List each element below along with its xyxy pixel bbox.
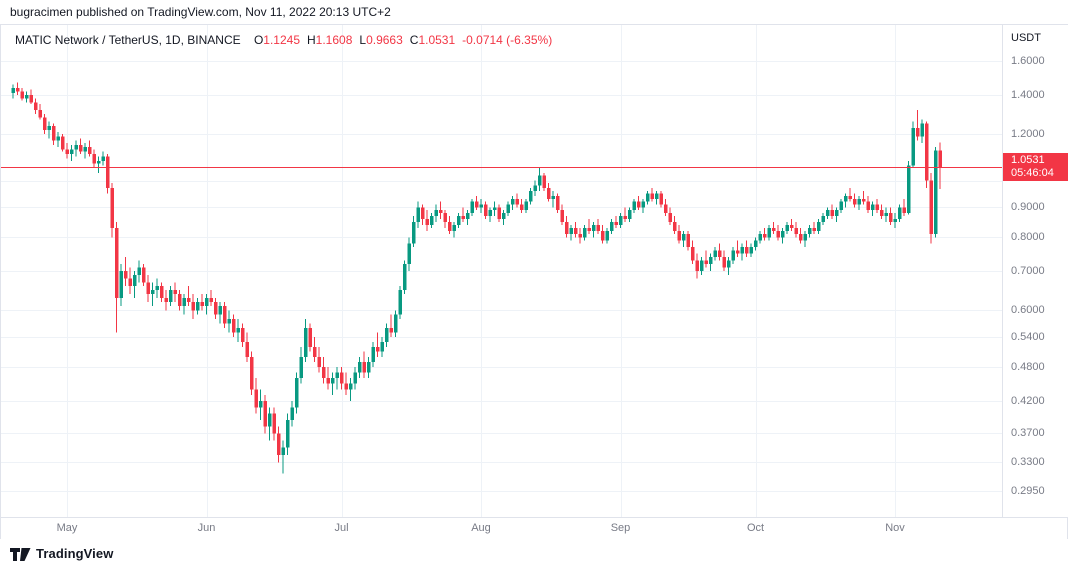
price-axis-label: 0.5400 <box>1011 331 1045 344</box>
ohlc-open-value: 1.1245 <box>263 33 300 47</box>
tradingview-logo-text: TradingView <box>36 546 114 561</box>
ohlc-low-key: L <box>359 33 367 47</box>
change-value: -0.0714 (-6.35%) <box>462 33 553 47</box>
axis-currency-label: USDT <box>1011 32 1041 44</box>
price-axis-label: 1.6000 <box>1011 54 1045 67</box>
chart-legend[interactable]: MATIC Network / TetherUS, 1D, BINANCE O1… <box>15 33 552 47</box>
price-axis-label: 0.3300 <box>1011 456 1045 469</box>
month-label: Jul <box>334 522 349 534</box>
month-label: Nov <box>885 522 905 534</box>
price-axis-label: 1.4000 <box>1011 88 1045 101</box>
chart-panel: MATIC Network / TetherUS, 1D, BINANCE O1… <box>0 24 1068 539</box>
price-axis-label: 0.6000 <box>1011 304 1045 317</box>
symbol-title[interactable]: MATIC Network / TetherUS, 1D, BINANCE <box>15 33 241 47</box>
month-label: Jun <box>197 522 216 534</box>
month-label: Aug <box>471 522 491 534</box>
price-axis-label: 0.3700 <box>1011 427 1045 440</box>
ohlc-open-key: O <box>253 33 264 47</box>
month-label: May <box>56 522 78 534</box>
month-label: Sep <box>610 522 631 534</box>
ohlc-close-value: 1.0531 <box>418 33 456 47</box>
ohlc-high-value: 1.1608 <box>315 33 353 47</box>
price-axis-label: 0.4200 <box>1011 395 1045 408</box>
candlestick-chart[interactable] <box>1 25 1002 517</box>
price-axis-label: 0.7000 <box>1011 265 1045 278</box>
tradingview-logo[interactable]: TradingView <box>10 545 113 562</box>
price-axis-label: 0.2950 <box>1011 484 1045 497</box>
month-label: Oct <box>746 522 765 534</box>
price-axis[interactable]: USDT 1.0531 05:46:04 1.6000 1.4000 1.2000 0… <box>1002 25 1068 517</box>
price-axis-label: 1.2000 <box>1011 128 1045 141</box>
ohlc-close-key: C <box>409 33 419 47</box>
price-axis-label: 0.8000 <box>1011 231 1045 244</box>
last-price-value: 1.0531 <box>1011 154 1045 167</box>
attribution-bar: bugracimen published on TradingView.com,… <box>0 0 1068 24</box>
price-axis-label: 0.4800 <box>1011 361 1045 374</box>
attribution-text: bugracimen published on TradingView.com,… <box>10 5 391 19</box>
ohlc-high-key: H <box>307 33 316 47</box>
tradingview-logo-icon <box>10 548 31 561</box>
ohlc-low-value: 0.9663 <box>366 33 403 47</box>
footer: TradingView <box>0 539 1068 568</box>
last-price-badge: 1.0531 05:46:04 <box>1003 153 1068 182</box>
bar-countdown: 05:46:04 <box>1011 167 1054 180</box>
price-axis-label: 0.9000 <box>1011 201 1045 214</box>
time-axis[interactable]: May Jun Jul Aug Sep Oct Nov <box>1 517 1067 539</box>
